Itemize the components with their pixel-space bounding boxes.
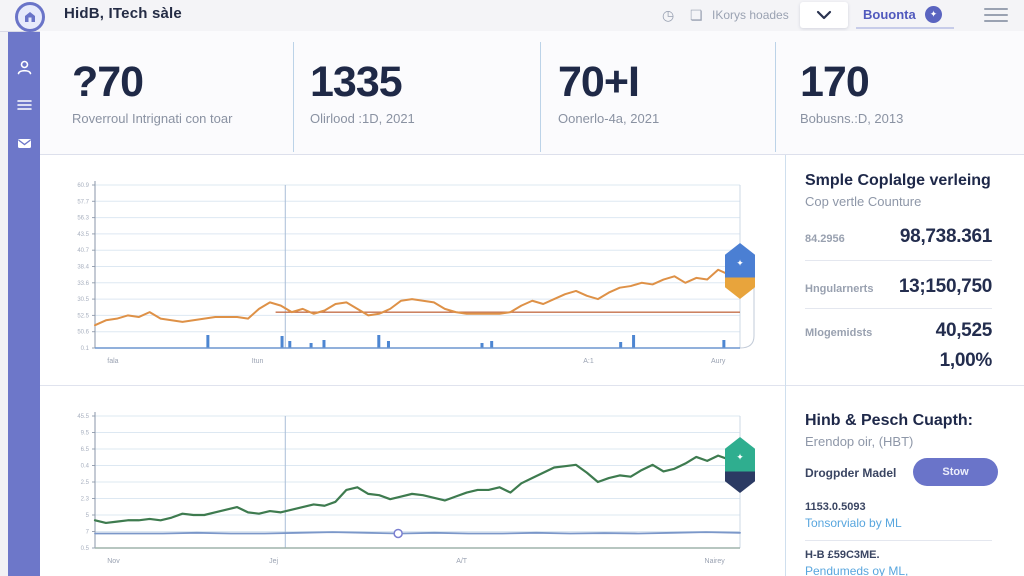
svg-text:Itun: Itun — [252, 358, 264, 365]
overview-row: 1,00% — [805, 350, 993, 372]
svg-text:2.5: 2.5 — [81, 480, 90, 486]
price-chart[interactable]: 60.9 57.7 56.3 43.5 40.7 38.4 33.6 30.5 52.5 50.6… — [48, 162, 772, 380]
chevron-down-icon — [816, 10, 832, 20]
svg-text:fala: fala — [107, 358, 118, 365]
account-link[interactable]: Bouonta — [863, 7, 916, 22]
svg-text:Jej: Jej — [269, 558, 278, 565]
stat-card: 170 Bobusns.:D, 2013 — [800, 58, 903, 126]
svg-text:Nairey: Nairey — [705, 558, 726, 565]
divider — [805, 260, 992, 261]
svg-text:Nov: Nov — [107, 558, 120, 565]
svg-text:2.3: 2.3 — [81, 497, 90, 503]
model-metric: 1153.0.5093 — [805, 501, 866, 513]
horizontal-divider — [40, 385, 1024, 386]
svg-text:50.6: 50.6 — [77, 330, 89, 336]
divider — [805, 308, 992, 309]
user-menu-label: IKorys hoades — [712, 8, 789, 22]
row-label: Mlogemidsts — [805, 327, 873, 339]
stat-label: Bobusns.:D, 2013 — [800, 111, 904, 126]
home-icon[interactable] — [15, 2, 45, 32]
overview-row: Mlogemidsts 40,525 — [805, 320, 992, 342]
overview-row: 84.2956 98,738.361 — [805, 226, 992, 248]
svg-text:30.5: 30.5 — [77, 297, 89, 303]
sidebar-item-mail[interactable] — [8, 126, 40, 160]
stat-card: ?70 Roverroul Intrignati con toar — [72, 58, 232, 126]
model-panel-header: Hinb & Pesch Cuapth: Erendop oir, (HBT) — [805, 412, 973, 449]
chart-badge-icon: ✦ — [725, 437, 755, 493]
card-separator — [540, 42, 541, 152]
row-value: 1,00% — [939, 350, 993, 371]
bookmark-icon[interactable]: ❏ — [690, 7, 703, 23]
stat-card: 1335 Olirlood :1D, 2021 — [310, 58, 415, 126]
overview-row: Hngularnerts 13;150,750 — [805, 276, 992, 298]
stat-value: 1335 — [310, 58, 403, 106]
stat-label: Oonerlo-4a, 2021 — [558, 111, 660, 126]
svg-text:45.5: 45.5 — [77, 414, 89, 420]
row-value: 40,525 — [935, 320, 993, 341]
svg-text:9.5: 9.5 — [81, 431, 90, 437]
header-dropdown[interactable] — [800, 2, 848, 28]
row-value: 98,738.361 — [899, 226, 992, 247]
model-link[interactable]: Tonsorvialo by ML — [805, 516, 902, 530]
panel-subtitle: Cop vertle Counture — [805, 194, 922, 209]
card-separator — [293, 42, 294, 152]
svg-text:43.5: 43.5 — [77, 232, 89, 238]
panel-title: Hinb & Pesch Cuapth: — [805, 412, 974, 429]
svg-text:A/T: A/T — [456, 558, 468, 565]
svg-text:7: 7 — [86, 530, 90, 536]
performance-chart[interactable]: 45.5 9.5 6.5 0.4 2.5 2.3 5 7 0.5 Nov Jej A/T Nairey — [48, 396, 772, 576]
svg-text:38.4: 38.4 — [77, 265, 89, 271]
user-icon — [17, 60, 31, 74]
chart-badge-icon: ✦ — [725, 243, 755, 299]
stat-cards-row — [40, 31, 1024, 155]
stat-label: Olirlood :1D, 2021 — [310, 111, 415, 126]
panel-subtitle: Erendop oir, (HBT) — [805, 434, 914, 449]
header: HidB, ITech sàle ◷ ❏ IKorys hoades Bouon… — [0, 0, 1024, 32]
account-badge-icon[interactable]: ✦ — [925, 6, 942, 23]
hamburger-menu-button[interactable] — [984, 8, 1008, 26]
row-value: 13;150,750 — [898, 276, 992, 297]
stat-label: Roverroul Intrignati con toar — [72, 111, 233, 126]
list-icon — [16, 99, 32, 110]
row-label: 84.2956 — [805, 233, 845, 245]
row-label: Hngularnerts — [805, 283, 874, 295]
svg-text:40.7: 40.7 — [77, 248, 89, 254]
account-underline — [856, 27, 954, 29]
stat-card: 70+I Oonerlo-4a, 2021 — [558, 58, 659, 126]
mail-icon — [17, 138, 31, 148]
page-title: HidB, ITech sàle — [64, 5, 182, 22]
panel-title: Smple Coplalge verleing — [805, 172, 991, 189]
stat-value: 70+I — [558, 58, 640, 106]
sidebar-item-user[interactable] — [8, 50, 40, 84]
vertical-divider — [785, 155, 786, 576]
model-action-button[interactable]: Stow — [913, 458, 998, 486]
svg-text:A:1: A:1 — [583, 358, 594, 365]
sidebar — [8, 32, 40, 576]
model-label: Drogpder Madel — [805, 466, 897, 480]
divider — [805, 540, 992, 541]
overview-panel-header: Smple Coplalge verleing Cop vertle Count… — [805, 172, 991, 209]
model-link[interactable]: Pendumeds oy ML, — [805, 564, 909, 576]
svg-text:52.5: 52.5 — [77, 313, 89, 319]
stat-value: 170 — [800, 58, 870, 106]
svg-text:5: 5 — [86, 513, 90, 519]
svg-text:57.7: 57.7 — [77, 199, 89, 205]
svg-text:Aury: Aury — [711, 358, 726, 365]
svg-text:0.5: 0.5 — [81, 546, 90, 552]
svg-text:60.9: 60.9 — [77, 183, 89, 189]
svg-text:0.4: 0.4 — [81, 464, 90, 470]
model-metric: H-B £59C3ME. — [805, 549, 880, 561]
svg-text:0.1: 0.1 — [81, 346, 90, 352]
stat-value: ?70 — [72, 58, 144, 106]
card-separator — [775, 42, 776, 152]
svg-text:56.3: 56.3 — [77, 216, 89, 222]
sidebar-item-list[interactable] — [8, 88, 40, 122]
svg-text:6.5: 6.5 — [81, 447, 90, 453]
svg-text:33.6: 33.6 — [77, 281, 89, 287]
clock-icon[interactable]: ◷ — [662, 7, 675, 23]
